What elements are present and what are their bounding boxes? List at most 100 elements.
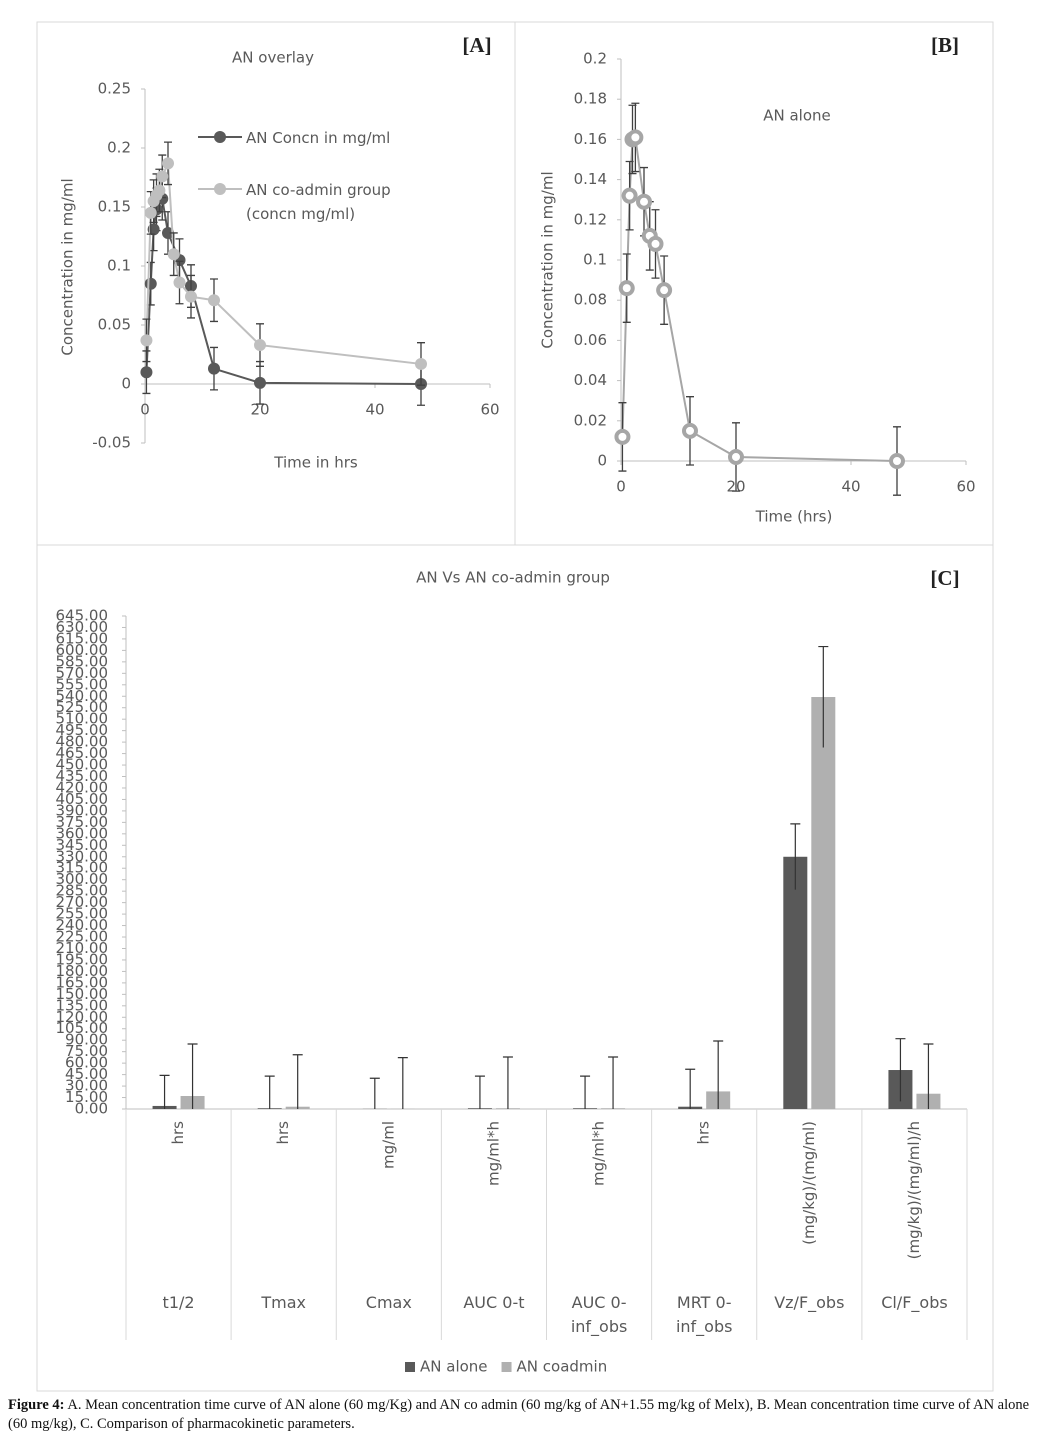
data-point	[144, 277, 157, 290]
x-tick-label: 40	[365, 401, 384, 419]
category-label: AUC 0-t	[463, 1293, 525, 1312]
panel-frame	[36, 544, 994, 1392]
data-point	[889, 453, 905, 469]
category-unit: mg/ml*h	[590, 1121, 608, 1186]
y-tick-label: 240.00	[56, 916, 109, 934]
data-point	[144, 206, 157, 219]
y-tick-label: 195.00	[56, 950, 109, 968]
category-label: t1/2	[162, 1293, 195, 1312]
bar	[783, 856, 808, 1109]
category-unit: (mg/kg)/(mg/ml)	[800, 1121, 818, 1245]
error-bar	[608, 1056, 619, 1109]
y-tick-label: 0	[121, 375, 131, 393]
category-label-box: Cl/F_obs	[881, 1293, 948, 1312]
data-point	[140, 366, 153, 379]
panel-label: [B]	[931, 33, 959, 57]
category-unit: mg/ml	[379, 1121, 397, 1169]
error-bar	[369, 1077, 380, 1109]
category-label: AUC 0-inf_obs	[570, 1293, 628, 1336]
y-tick-label: 180.00	[56, 962, 109, 980]
y-tick-label: 360.00	[56, 824, 109, 842]
legend-label: AN coadmin	[517, 1358, 608, 1376]
y-tick-label: 645.00	[56, 607, 109, 625]
y-tick-label: 465.00	[56, 744, 109, 762]
error-bar	[159, 1074, 170, 1109]
data-point	[682, 422, 698, 439]
chart-title: AN Vs AN co-admin group	[416, 569, 610, 587]
error-bar	[685, 1068, 696, 1109]
category-label-box: Vz/F_obs	[774, 1293, 845, 1312]
y-tick-label: 120.00	[56, 1008, 109, 1026]
y-tick-label: 0.14	[574, 170, 607, 188]
y-tick-label: 0.05	[98, 316, 131, 334]
data-point	[254, 339, 266, 352]
legend-marker	[214, 183, 226, 195]
error-bar	[292, 1054, 303, 1109]
y-tick-label: 75.00	[65, 1042, 108, 1060]
data-point	[185, 290, 197, 303]
chart-title: AN alone	[763, 107, 831, 125]
category-unit: hrs	[274, 1121, 292, 1145]
category-label-box: t1/2	[162, 1293, 195, 1312]
y-tick-label: 525.00	[56, 698, 109, 716]
category-label: Cl/F_obs	[881, 1293, 948, 1312]
y-tick-label: 0.12	[574, 210, 607, 228]
y-tick-label: 90.00	[65, 1031, 108, 1049]
data-point	[162, 226, 174, 239]
y-tick-label: 285.00	[56, 882, 109, 900]
legend-label: AN co-admin group (concn mg/ml)	[246, 181, 391, 223]
data-point	[656, 282, 673, 299]
y-tick-label: 150.00	[56, 985, 109, 1003]
panel-label: [C]	[930, 566, 959, 590]
y-tick-label: 60.00	[65, 1054, 108, 1072]
y-tick-label: 300.00	[56, 870, 109, 888]
y-tick-label: 0.02	[574, 411, 607, 429]
data-point	[627, 129, 644, 146]
x-tick-label: 60	[480, 401, 499, 419]
y-tick-label: 495.00	[56, 721, 109, 739]
legend-label-box: AN Concn in mg/ml	[246, 129, 390, 147]
category-unit: (mg/kg)/(mg/ml)/h	[905, 1121, 923, 1259]
y-tick-label: 450.00	[56, 756, 109, 774]
y-tick-label: 270.00	[56, 893, 109, 911]
category-label: Vz/F_obs	[774, 1293, 845, 1312]
y-tick-label: 390.00	[56, 801, 109, 819]
data-point	[614, 428, 631, 445]
y-tick-label: 630.00	[56, 618, 109, 636]
bar	[811, 697, 836, 1109]
y-tick-label: 345.00	[56, 836, 109, 854]
legend-label-box: AN co-admin group (concn mg/ml)	[246, 181, 391, 223]
category-label-box: AUC 0-t	[463, 1293, 525, 1312]
y-tick-label: 45.00	[65, 1065, 108, 1083]
data-point	[173, 276, 186, 289]
legend-swatch	[405, 1362, 415, 1372]
y-tick-label: 165.00	[56, 973, 109, 991]
category-label: MRT 0-inf_obs	[675, 1293, 733, 1336]
x-axis-label: Time in hrs	[273, 454, 358, 472]
y-tick-label: 0.18	[574, 90, 607, 108]
error-bar	[923, 1043, 934, 1109]
y-tick-label: 0.1	[107, 257, 131, 275]
data-point	[618, 280, 635, 297]
y-tick-label: 510.00	[56, 710, 109, 728]
error-bar	[818, 645, 829, 748]
x-tick-label: 60	[956, 478, 975, 496]
x-tick-label: 20	[250, 401, 269, 419]
data-point	[208, 362, 220, 375]
y-tick-label: 0.04	[574, 371, 607, 389]
y-tick-label: 330.00	[56, 847, 109, 865]
category-label-box: MRT 0-inf_obs	[675, 1293, 733, 1336]
y-tick-label: 135.00	[56, 996, 109, 1014]
error-bar	[187, 1043, 198, 1109]
x-axis-label: Time (hrs)	[755, 508, 833, 526]
x-tick-label: 0	[616, 478, 626, 496]
y-tick-label: 0.00	[75, 1100, 108, 1118]
y-tick-label: 0.06	[574, 331, 607, 349]
data-point	[167, 248, 180, 261]
category-label: Cmax	[365, 1293, 412, 1312]
error-bar	[580, 1075, 591, 1109]
x-tick-label: 40	[841, 478, 860, 496]
y-tick-label: 375.00	[56, 813, 109, 831]
